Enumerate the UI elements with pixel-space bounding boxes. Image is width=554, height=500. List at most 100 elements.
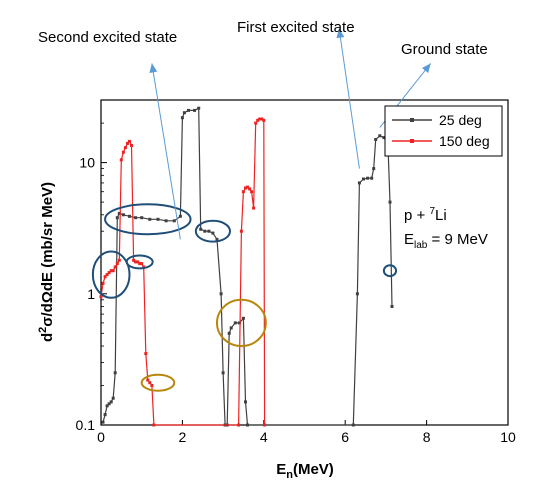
highlight-circles <box>91 203 398 392</box>
y-axis-title: d2σ/dΩdE (mb/sr MeV) <box>37 182 56 342</box>
data-point-25deg <box>109 400 113 404</box>
data-point-25deg <box>134 216 138 220</box>
data-point-150deg <box>140 262 144 266</box>
data-point-150deg <box>123 146 127 150</box>
data-point-150deg <box>109 269 113 273</box>
data-point-25deg <box>351 423 355 427</box>
data-point-25deg <box>107 402 111 406</box>
data-point-150deg <box>254 121 258 125</box>
x-tick-label: 2 <box>179 429 187 445</box>
data-point-150deg <box>101 281 105 285</box>
data-point-150deg <box>121 150 125 154</box>
data-point-150deg <box>258 117 262 121</box>
data-point-150deg <box>111 269 115 273</box>
data-point-25deg <box>241 316 245 320</box>
series-line-25deg <box>102 107 393 426</box>
data-point-25deg <box>117 211 121 215</box>
data-point-150deg <box>134 260 138 264</box>
data-point-25deg <box>193 108 197 112</box>
axis-ticks: 0 2 4 6 8 10 0.1 1 10 <box>76 122 516 445</box>
highlight-circle <box>194 219 232 243</box>
x-axis-title: En(MeV) <box>276 461 334 481</box>
data-point-150deg <box>148 381 152 385</box>
data-point-150deg <box>103 275 107 279</box>
highlight-circle <box>382 264 398 278</box>
legend-label-150deg: 150 deg <box>439 133 490 149</box>
data-point-25deg <box>182 111 186 115</box>
data-point-25deg <box>113 371 117 375</box>
data-point-150deg <box>252 206 256 210</box>
x-tick-label: 6 <box>341 429 349 445</box>
data-point-150deg <box>241 190 245 194</box>
highlight-circle <box>104 203 192 236</box>
data-point-25deg <box>390 305 394 308</box>
annotation-arrowhead <box>336 28 345 39</box>
data-point-150deg <box>117 258 121 262</box>
data-point-25deg <box>203 229 207 233</box>
annotation-arrows <box>149 28 432 240</box>
data-point-150deg <box>263 423 267 427</box>
data-point-150deg <box>248 187 252 191</box>
data-point-25deg <box>178 214 182 218</box>
data-point-25deg <box>115 216 119 220</box>
data-point-150deg <box>262 118 266 122</box>
data-point-150deg <box>246 185 249 189</box>
data-point-150deg <box>126 141 129 145</box>
data-point-150deg <box>115 262 119 266</box>
data-point-25deg <box>103 413 107 417</box>
highlight-circle <box>140 373 176 392</box>
x-tick-label: 0 <box>97 429 105 445</box>
data-point-25deg <box>221 371 225 375</box>
series-layer <box>99 106 394 427</box>
data-point-25deg <box>215 237 219 241</box>
series-line-150deg <box>100 118 266 426</box>
data-point-25deg <box>370 176 374 180</box>
data-point-150deg <box>237 423 241 427</box>
y-tick-label: 0.1 <box>76 417 96 433</box>
data-point-150deg <box>119 158 123 162</box>
x-tick-label: 8 <box>423 429 431 445</box>
x-tick-label: 4 <box>260 429 268 445</box>
legend-marker-25deg <box>410 118 414 122</box>
data-point-25deg <box>244 400 247 404</box>
data-point-25deg <box>197 106 201 110</box>
data-point-25deg <box>374 138 378 141</box>
data-point-25deg <box>355 292 359 296</box>
legend-box <box>384 105 503 157</box>
data-point-150deg <box>142 265 146 269</box>
data-point-150deg <box>244 186 247 190</box>
data-point-25deg <box>164 219 168 223</box>
data-point-25deg <box>378 134 382 138</box>
data-point-150deg <box>250 190 254 194</box>
data-point-25deg <box>388 200 392 204</box>
data-point-150deg <box>107 271 111 275</box>
data-point-150deg <box>260 117 264 121</box>
highlight-circle <box>91 250 131 299</box>
energy-label: Elab = 9 MeV <box>404 231 488 251</box>
data-point-150deg <box>146 378 150 382</box>
data-point-150deg <box>128 139 131 143</box>
data-point-150deg <box>113 265 117 269</box>
data-point-25deg <box>156 217 160 221</box>
legend-label-25deg: 25 deg <box>439 112 482 128</box>
legend-marker-150deg <box>410 139 414 143</box>
data-point-25deg <box>233 321 237 325</box>
data-point-150deg <box>99 295 103 299</box>
annotation-arrow <box>151 63 181 240</box>
annotation-arrow <box>338 28 360 169</box>
data-point-25deg <box>187 108 190 112</box>
data-point-25deg <box>111 396 115 400</box>
data-point-25deg <box>207 229 211 233</box>
data-point-150deg <box>136 260 140 264</box>
y-tick-label: 10 <box>79 155 95 171</box>
data-point-25deg <box>357 181 361 185</box>
data-point-150deg <box>132 258 136 262</box>
data-point-25deg <box>246 423 249 427</box>
data-point-150deg <box>144 352 148 356</box>
data-point-25deg <box>372 167 376 171</box>
data-point-25deg <box>227 331 231 335</box>
legend: 25 deg 150 deg <box>384 105 503 157</box>
data-point-25deg <box>140 216 144 220</box>
annotation-ground-state: Ground state <box>401 41 488 58</box>
